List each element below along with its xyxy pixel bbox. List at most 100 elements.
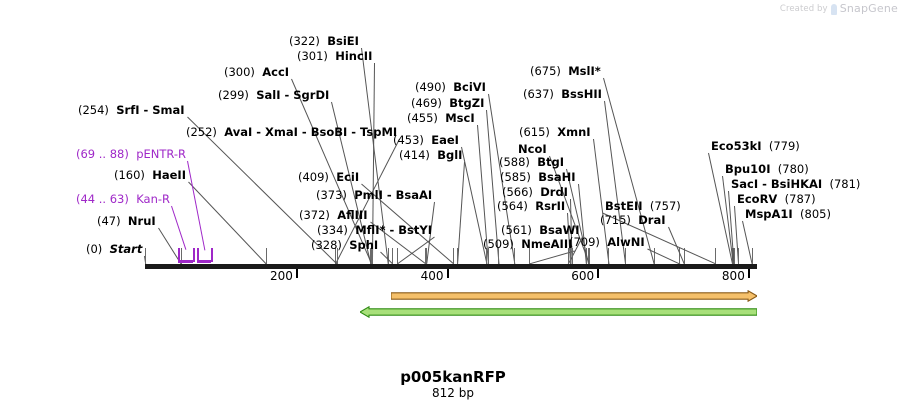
label-drai[interactable]: BstEII (757) [605,200,681,213]
label-position: (453) [393,133,432,147]
label-name: PmlI - BsaAI [354,188,433,202]
label-name: NmeAIII [521,237,573,251]
label-name: Kan-R [136,192,171,206]
label-nrui[interactable]: (160) HaeII [114,169,186,182]
watermark-brand-text: SnapGene [839,2,898,15]
label-pmli[interactable]: (409) EciI [298,171,359,184]
label-tsoi[interactable]: (47) NruI [97,215,156,228]
label-name: BstEII [605,199,643,213]
label-position: (47) [97,214,128,228]
label-position: (781) [822,177,861,191]
label-hincii[interactable]: (322) BsiEI [289,35,359,48]
label-aflii[interactable]: (373) PmlI - BsaAI [316,189,432,202]
label-acci[interactable]: (301) HincII [297,50,372,63]
label-name: HaeII [152,168,186,182]
feature-edge-stem [178,248,181,262]
arrow-shape [359,306,757,318]
label-name: DrdI [540,185,568,199]
ruler-tick [295,269,298,278]
label-name: BssHII [561,87,602,101]
restriction-site-tick [751,248,753,264]
page-title: p005kanRFP [400,368,506,386]
arrow-shape [390,290,757,302]
restriction-site-tick [426,248,428,264]
restriction-site-tick [625,248,627,264]
label-position: (757) [642,199,681,213]
label-haeii[interactable]: (252) AvaI - XmaI - BsoBI - TspMI [186,126,397,139]
label-xmni[interactable]: (637) BssHII [523,88,602,101]
label-bsshii[interactable]: (675) MslI* [530,65,601,78]
label-bpu10i[interactable]: SacI - BsiHKAI (781) [731,178,860,191]
restriction-site-tick [498,248,500,264]
label-ncoi[interactable]: NcoI [518,143,547,156]
feature-edge-stem [197,248,200,262]
ruler-tick-label: 600 [571,269,595,283]
label-position: (490) [415,80,454,94]
label-eco53ki[interactable]: Bpu10I (780) [725,163,809,176]
feature-bar [197,260,212,263]
label-btgzi[interactable]: (490) BciVI [415,81,486,94]
label-name: MspA1I [745,207,793,221]
label-name: EciI [336,170,360,184]
restriction-site-tick [371,248,373,264]
ruler-tick-label: 800 [721,269,745,283]
label-position: (334) [317,223,356,237]
label-position: (322) [289,34,328,48]
label-name: AccI [262,65,290,79]
restriction-site-tick [457,248,459,264]
orange-feature-arrow [390,290,757,302]
label-srfi[interactable]: (299) SalI - SgrDI [218,89,329,102]
label-msli[interactable]: (709) AlwNI [569,236,645,249]
restriction-site-tick [180,248,182,264]
label-kan-r[interactable]: (44 .. 63) Kan-R [76,193,170,206]
label-position: (780) [770,162,809,176]
restriction-site-tick [396,248,398,264]
label-position: (69 .. 88) [76,147,137,161]
label-btgi[interactable]: (615) XmnI [519,126,591,139]
restriction-site-tick [387,248,389,264]
label-pentr-r[interactable]: (69 .. 88) pENTR-R [76,148,186,161]
label-name: BsiEI [327,34,359,48]
label-name: MscI [445,111,475,125]
label-start[interactable]: (0) Start [86,243,142,256]
label-position: (779) [761,139,800,153]
label-avai[interactable]: (254) SrfI - SmaI [78,104,185,117]
label-position: (585) [500,170,539,184]
label-position: (566) [502,185,541,199]
label-ecii[interactable]: (414) BglI [399,149,462,162]
label-name: AlwNI [607,235,645,249]
label-bgli[interactable]: (453) EaeI [393,134,459,147]
label-sphi[interactable]: (334) MflI* - BstYI [317,224,432,237]
restriction-site-tick [145,248,147,264]
label-drdi[interactable]: (585) BsaHI [500,171,576,184]
label-alwni[interactable]: (715) DraI [600,214,666,227]
feature-edge-stem [211,248,214,262]
label-rsrii[interactable]: (566) DrdI [502,186,568,199]
green-feature-arrow [359,306,757,318]
leader-line [187,160,206,251]
label-sali[interactable]: (300) AccI [224,66,289,79]
watermark-created-by-text: Created by [779,3,828,14]
label-nmeaiii[interactable]: (561) BsaWI [501,224,580,237]
label-position: (372) [299,208,338,222]
label-bcivi[interactable]: (509) NmeAIII [483,238,572,251]
label-bstei[interactable]: Eco53kI (779) [711,140,800,153]
label-msci[interactable]: (469) BtgZI [411,97,484,110]
dna-backbone [145,264,757,269]
label-position: (805) [792,207,831,221]
label-eaei[interactable]: (455) MscI [407,112,475,125]
label-name: SphI [349,238,379,252]
label-position: (509) [483,237,522,251]
label-bsiei[interactable]: (328) SphI [311,239,378,252]
plasmid-length: 812 bp [432,386,474,400]
label-mfli[interactable]: (372) AflIII [299,209,368,222]
label-bsawi[interactable]: (564) RsrII [497,200,565,213]
label-name: pENTR-R [136,147,187,161]
label-ecorv[interactable]: MspA1I (805) [745,208,831,221]
label-name: EcoRV [737,192,778,206]
label-saci[interactable]: EcoRV (787) [737,193,816,206]
restriction-site-tick [392,248,394,264]
restriction-site-tick [335,248,337,264]
label-bsahi[interactable]: (588) BtgI [499,156,564,169]
ruler-tick-label: 400 [420,269,444,283]
